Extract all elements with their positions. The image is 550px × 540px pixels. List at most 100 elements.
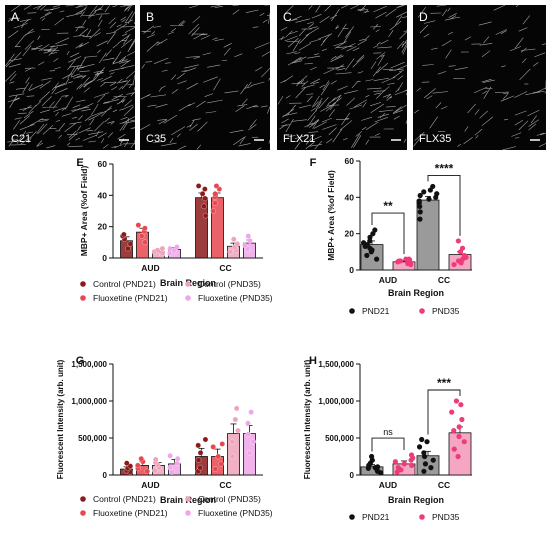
micrograph-panel-d: D FLX35 <box>413 4 547 151</box>
data-point <box>451 446 457 452</box>
data-point <box>394 469 400 475</box>
x-tick-label: CC <box>438 480 450 490</box>
data-point <box>459 416 465 423</box>
data-point <box>197 464 203 471</box>
legend: PND21 PND35 <box>349 306 460 316</box>
data-point <box>212 191 218 197</box>
legend-marker <box>349 308 355 314</box>
legend: PND21 PND35 <box>349 512 460 522</box>
legend-marker <box>185 510 191 516</box>
data-point <box>229 438 236 445</box>
data-point <box>395 465 401 471</box>
legend-marker <box>419 514 425 520</box>
data-point <box>397 258 404 264</box>
data-point <box>142 239 148 246</box>
legend-marker <box>80 510 86 516</box>
panel-letter: H <box>309 355 317 367</box>
data-point <box>174 455 181 462</box>
data-point <box>451 261 457 268</box>
data-point <box>125 245 131 252</box>
x-tick-label: AUD <box>141 263 159 273</box>
data-point <box>201 203 207 210</box>
y-axis-label: Fluorescent Intensity (arb. unit) <box>56 359 65 479</box>
legend-marker <box>349 514 355 520</box>
panel-letter: C <box>283 10 292 24</box>
data-point <box>250 438 256 445</box>
data-point <box>245 233 251 239</box>
y-tick-label: 1,500,000 <box>71 360 107 369</box>
micrograph-fibers <box>413 4 547 151</box>
legend-label: PND35 <box>432 306 460 316</box>
micrograph-fibers <box>4 4 136 149</box>
data-point <box>430 183 436 190</box>
legend: Control (PND21) Control (PND35) Fluoxetine… <box>80 279 273 303</box>
data-point <box>144 468 151 475</box>
y-tick-label: 0 <box>349 265 354 275</box>
data-point <box>419 436 425 443</box>
data-point <box>408 452 415 458</box>
x-tick-label: CC <box>438 275 450 285</box>
micrograph-background <box>277 5 407 150</box>
data-point <box>456 424 462 430</box>
data-point <box>248 409 254 415</box>
legend-label: PND21 <box>362 306 390 316</box>
data-point <box>213 183 220 189</box>
legend-marker <box>185 496 191 502</box>
y-axis-label: Fluorescent Intensity (arb. unit) <box>303 359 312 479</box>
x-axis-label: Brain Region <box>388 288 444 298</box>
data-point <box>421 450 427 456</box>
legend-label: Control (PND35) <box>198 494 261 504</box>
data-point <box>167 453 173 459</box>
bar <box>211 197 224 259</box>
micrograph-panel-c: C FLX21 <box>277 4 408 150</box>
legend-label: Fluoxetine (PND21) <box>93 293 168 303</box>
data-point <box>135 462 141 469</box>
panel-letter: F <box>310 157 317 169</box>
y-axis-label: MBP+ Area (%of Field) <box>79 166 89 257</box>
y-tick-label: 0 <box>103 471 108 480</box>
y-tick-label: 0 <box>102 253 107 263</box>
data-point <box>245 420 251 426</box>
significance-bracket <box>371 212 405 255</box>
data-point <box>367 234 373 240</box>
data-point <box>235 427 241 434</box>
data-point <box>372 227 378 233</box>
data-point <box>202 436 209 443</box>
data-point <box>202 186 208 192</box>
micrograph-fibers <box>140 4 271 150</box>
significance-label: ** <box>383 199 393 213</box>
data-point <box>455 238 461 244</box>
data-point <box>430 457 436 463</box>
data-point <box>416 444 423 450</box>
bar <box>448 432 472 476</box>
data-point <box>138 233 145 239</box>
micrograph-panel-a: A C21 <box>4 4 136 150</box>
data-point <box>434 191 440 197</box>
y-tick-label: 500,000 <box>325 434 354 443</box>
data-point <box>455 453 461 460</box>
data-point <box>127 463 134 469</box>
micrograph-background <box>413 5 546 150</box>
data-point <box>124 460 130 466</box>
significance-label: **** <box>435 161 454 175</box>
data-point <box>392 459 398 465</box>
bar <box>416 455 440 476</box>
data-point <box>367 245 373 251</box>
data-point <box>409 462 415 468</box>
y-tick-label: 40 <box>98 190 108 200</box>
legend-label: Control (PND35) <box>198 279 261 289</box>
significance-label: ns <box>383 427 393 437</box>
y-tick-label: 1,000,000 <box>71 397 107 406</box>
legend-label: Fluoxetine (PND35) <box>198 508 273 518</box>
data-point <box>246 450 253 456</box>
data-point <box>242 242 248 249</box>
x-tick-label: AUD <box>379 480 397 490</box>
data-point <box>231 236 237 242</box>
data-point <box>375 464 381 470</box>
data-point <box>232 416 239 423</box>
legend-label: PND35 <box>432 512 460 522</box>
data-point <box>227 248 234 255</box>
y-tick-label: 500,000 <box>78 434 107 443</box>
